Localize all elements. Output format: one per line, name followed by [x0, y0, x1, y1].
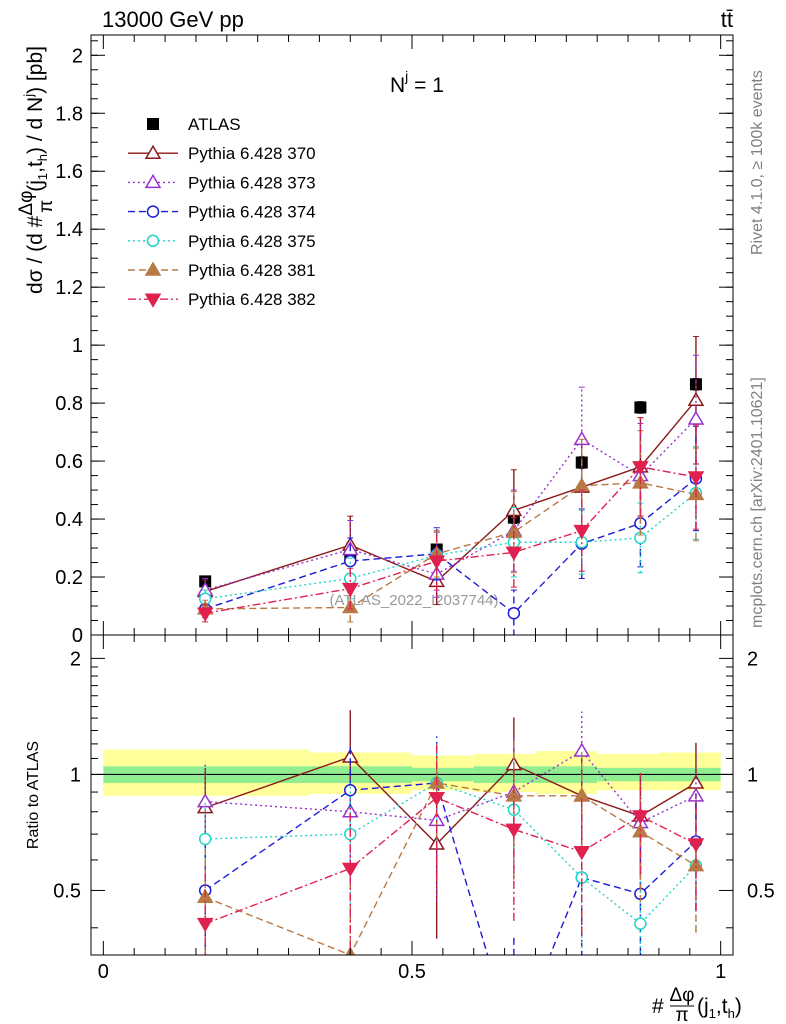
main-plot-area: [196, 335, 705, 635]
series-line: [205, 482, 697, 610]
svg-text:Δφ: Δφ: [669, 985, 694, 1006]
ratio-point: [196, 793, 214, 808]
main-ytick-label: 1: [72, 335, 83, 357]
legend-marker: [144, 261, 162, 276]
data-point: [196, 607, 214, 622]
ratio-point: [344, 783, 357, 797]
ratio-point: [634, 917, 647, 930]
ratio-xtick-label: 0: [98, 961, 109, 983]
ratio-ytick-label-right: 0.5: [747, 880, 775, 902]
ratio-point: [505, 787, 523, 802]
svg-text:#: #: [652, 995, 664, 1018]
legend: ATLAS Pythia 6.428 370 Pythia 6.428 373 Pyt…: [128, 115, 316, 309]
ratio-point: [632, 810, 649, 825]
ratio-ytick-label-right: 1: [747, 764, 758, 786]
ratio-point: [687, 857, 705, 872]
energy-label: 13000 GeV pp: [102, 7, 244, 32]
data-point: [573, 430, 591, 446]
main-ytick-label: 0.4: [55, 509, 83, 531]
legend-label: Pythia 6.428 375: [188, 232, 316, 251]
legend-label: Pythia 6.428 374: [188, 203, 316, 222]
series-line: [204, 399, 697, 593]
data-point: [428, 555, 445, 570]
ratio-ytick-label: 2: [70, 648, 81, 670]
main-ytick-label: 0: [72, 625, 83, 647]
legend-entry: Pythia 6.428 382: [128, 290, 316, 309]
legend-marker: [144, 144, 162, 159]
main-ytick-label: 0.8: [55, 393, 83, 415]
ratio-point: [573, 846, 591, 861]
series-p382: [196, 417, 705, 623]
series-line: [205, 492, 697, 600]
main-ytick-label: 0.6: [55, 451, 83, 473]
legend-label: ATLAS: [188, 115, 241, 134]
legend-entry: Pythia 6.428 370: [128, 144, 316, 163]
legend-entry: Pythia 6.428 374: [128, 203, 316, 222]
data-point: [573, 477, 591, 492]
legend-marker: [146, 205, 160, 218]
ratio-series-line: [205, 782, 697, 925]
ratio-point: [198, 832, 212, 846]
data-point: [341, 582, 359, 598]
main-ytick-label: 1.4: [55, 219, 83, 241]
ratio-point: [687, 838, 705, 853]
main-ytick-label: 1.2: [55, 277, 83, 299]
ratio-ytick-label-right: 2: [747, 648, 758, 670]
ratio-series-p382: [196, 742, 705, 955]
legend-marker: [144, 293, 162, 308]
main-ytick-label: 1.6: [55, 161, 83, 183]
svg-text:(j1,th): (j1,th): [697, 995, 742, 1021]
main-ytick-label: 2: [72, 45, 83, 67]
x-axis-label: # Δφ π (j1,th): [652, 985, 742, 1024]
legend-entry: Pythia 6.428 381: [128, 261, 316, 280]
data-point: [634, 401, 647, 414]
legend-label: Pythia 6.428 373: [188, 173, 316, 192]
ratio-ytick-label: 1: [70, 764, 81, 786]
rivet-label: Rivet 4.1.0, ≥ 100k events: [749, 70, 766, 255]
ratio-series-line: [204, 782, 697, 955]
data-point: [505, 546, 523, 561]
legend-marker: [144, 173, 162, 189]
legend-entry: Pythia 6.428 373: [128, 173, 316, 192]
ratio-ytick-label: 0.5: [53, 880, 81, 902]
ratio-ylabel: Ratio to ATLAS: [25, 741, 42, 849]
ratio-point: [505, 823, 523, 838]
main-ytick-label: 1.8: [55, 103, 83, 125]
svg-text:π: π: [675, 1005, 688, 1024]
legend-label: Pythia 6.428 381: [188, 261, 316, 280]
ratio-point: [428, 791, 445, 807]
data-point: [344, 554, 357, 568]
legend-entry: Pythia 6.428 375: [128, 232, 316, 251]
data-point: [687, 410, 705, 425]
legend-label: Pythia 6.428 382: [188, 290, 316, 309]
analysis-watermark: (ATLAS_2022_I2037744): [329, 592, 498, 609]
data-point: [687, 391, 705, 406]
process-label: tt̄: [721, 7, 733, 32]
panel-label: Nj = 1: [390, 68, 444, 97]
mcplots-label: mcplots.cern.ch [arXiv:2401.10621]: [749, 377, 766, 628]
data-point: [507, 607, 521, 620]
ratio-xtick-label: 0.5: [398, 961, 426, 983]
axis-ticks: 00.20.40.60.811.21.41.61.820 0.5 10.5 0.51 1…: [53, 35, 775, 983]
data-point: [687, 471, 705, 486]
ratio-point: [196, 917, 214, 933]
svg-text:dσ / (d #Δφπ(j1,th) / d Nj) [p: dσ / (d #Δφπ(j1,th) / d Nj) [pb]: [16, 46, 57, 294]
ratio-series-line: [204, 782, 697, 955]
data-point: [632, 461, 649, 476]
legend-marker: [146, 234, 160, 248]
ratio-point: [341, 862, 359, 878]
legend-label: Pythia 6.428 370: [188, 144, 316, 163]
main-ytick-label: 0.2: [55, 567, 83, 589]
ratio-series-p370: [196, 710, 705, 939]
ratio-series-p373: [196, 711, 705, 901]
main-ylabel: dσ / (d #Δφπ(j1,th) / d Nj) [pb]: [16, 46, 57, 294]
ratio-xtick-label: 1: [715, 961, 726, 983]
ratio-series-line: [204, 796, 697, 925]
data-point: [573, 524, 591, 540]
ratio-plot-area: [91, 710, 733, 955]
legend-marker: [147, 118, 159, 130]
legend-entry: ATLAS: [147, 115, 241, 134]
series-p375: [198, 446, 703, 608]
